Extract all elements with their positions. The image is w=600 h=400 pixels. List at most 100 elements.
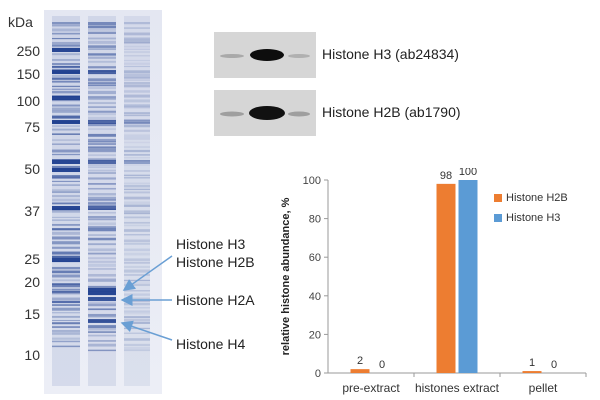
gel-band — [52, 270, 80, 274]
gel-band — [88, 84, 116, 87]
gel-band-strong — [124, 160, 150, 164]
gel-band — [52, 133, 80, 135]
gel-band — [52, 184, 80, 186]
gel-band-strong — [88, 160, 116, 164]
y-tick-label: 60 — [309, 252, 321, 264]
gel-band — [88, 37, 116, 40]
gel-band — [124, 188, 150, 191]
data-label: 98 — [440, 170, 452, 182]
gel-band — [52, 128, 80, 131]
gel-band — [88, 164, 116, 166]
gel-band-strong — [88, 206, 116, 210]
data-label: 100 — [459, 168, 477, 178]
gel-band — [52, 68, 80, 71]
gel-band — [52, 90, 80, 94]
arrow-h3-h2b — [122, 255, 173, 291]
gel-band-strong — [88, 70, 116, 74]
marker-label-37: 37 — [24, 203, 40, 219]
y-tick-label: 20 — [309, 329, 321, 341]
annotation-histone-h3: Histone H3 — [176, 236, 246, 252]
gel-band — [124, 146, 150, 148]
gel-band — [52, 110, 80, 113]
gel-band — [124, 159, 150, 162]
gel-band — [88, 128, 116, 130]
gel-band — [88, 216, 116, 218]
data-label: 0 — [551, 359, 557, 371]
annotation-histone-h4: Histone H4 — [176, 336, 246, 352]
gel-band — [52, 107, 80, 111]
gel-band — [88, 257, 116, 260]
gel-band — [124, 258, 150, 262]
gel-band — [124, 204, 150, 207]
data-label: 1 — [529, 357, 535, 369]
gel-band — [88, 187, 116, 190]
gel-band — [88, 172, 116, 174]
x-tick-label: histones extract — [415, 381, 500, 395]
gel-band — [52, 300, 80, 304]
gel-band — [124, 332, 150, 334]
gel-band — [88, 110, 116, 113]
gel-band — [52, 283, 80, 286]
marker-label-150: 150 — [16, 66, 40, 82]
gel-band — [52, 143, 80, 145]
gel-band — [88, 278, 116, 282]
gel-band — [88, 334, 116, 337]
gel-band — [124, 210, 150, 214]
gel-band — [52, 41, 80, 45]
gel-band — [52, 28, 80, 32]
histone-abundance-chart: relative histone abundance, %02040608010… — [280, 168, 587, 395]
gel-band — [52, 290, 80, 293]
kda-unit-label: kDa — [8, 14, 33, 30]
gel-band — [52, 175, 80, 179]
gel-band-strong — [52, 168, 80, 172]
gel-band — [88, 177, 116, 180]
gel-band — [52, 159, 80, 161]
gel-band — [52, 65, 80, 68]
gel-band — [52, 59, 80, 61]
gel-band — [124, 129, 150, 132]
marker-label-50: 50 — [24, 161, 40, 177]
gel-band — [88, 273, 116, 277]
gel-band — [88, 166, 116, 168]
gel-band — [124, 73, 150, 77]
gel-band — [88, 260, 116, 263]
gel-band — [88, 313, 116, 317]
gel-band — [88, 22, 116, 26]
gel-band — [88, 149, 116, 152]
x-tick-label: pellet — [529, 381, 558, 395]
gel-band — [88, 140, 116, 144]
marker-label-10: 10 — [24, 347, 40, 363]
gel-band — [52, 32, 80, 35]
gel-band — [124, 302, 150, 306]
gel-band — [124, 177, 150, 179]
gel-band — [124, 349, 150, 352]
gel-band — [52, 165, 80, 169]
gel-band — [124, 106, 150, 109]
gel-band-h3-h2b — [88, 288, 116, 295]
gel-band — [88, 340, 116, 342]
gel-band — [88, 325, 116, 329]
gel-band — [88, 66, 116, 69]
gel-band — [88, 133, 116, 137]
gel-band — [124, 39, 150, 43]
gel-band — [124, 27, 150, 29]
gel-band — [124, 22, 150, 25]
gel-band — [124, 79, 150, 81]
gel-band — [88, 87, 116, 89]
gel-band — [124, 81, 150, 85]
gel-band — [52, 255, 80, 259]
legend-swatch-h3 — [494, 214, 502, 223]
gel-band — [52, 307, 80, 311]
gel-band — [124, 164, 150, 166]
gel-band-strong — [52, 48, 80, 52]
gel-band — [88, 82, 116, 85]
arrow-h4 — [120, 320, 173, 341]
x-tick-label: pre-extract — [342, 381, 400, 395]
gel-band-h4 — [88, 319, 116, 323]
legend-label-h3: Histone H3 — [506, 212, 561, 224]
gel-band — [124, 62, 150, 65]
gel-band — [52, 266, 80, 270]
gel-band — [52, 125, 80, 127]
gel-band — [88, 331, 116, 333]
gel-band — [124, 134, 150, 138]
